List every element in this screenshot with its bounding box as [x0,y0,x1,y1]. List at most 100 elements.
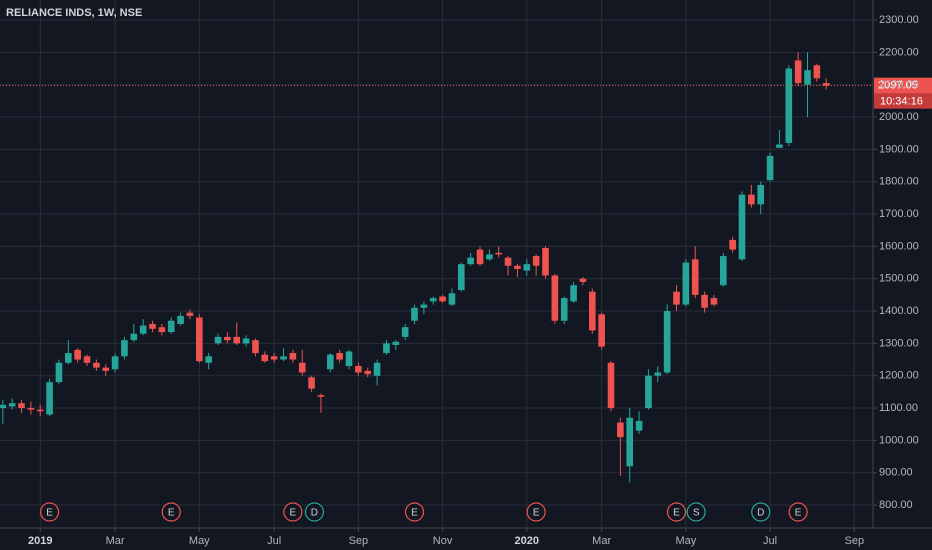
candle-body [476,249,484,265]
y-tick-label: 1600.00 [879,240,919,252]
candle-body [429,298,437,302]
candle-body [242,338,250,344]
candle-body [83,356,91,363]
candle-body [542,247,549,276]
candle-body [420,304,428,308]
candle-body [36,409,44,412]
event-marker [666,502,687,522]
event-label: E [795,508,802,519]
candle-body [298,362,306,373]
candle-body [495,252,503,255]
candle-body [139,325,147,334]
candle-body [663,311,671,373]
x-tick-label: May [189,535,210,547]
candle-body [336,353,343,360]
candle-body [514,265,521,270]
event-label: E [533,508,540,519]
candle-body [794,60,802,84]
y-tick-label: 1500.00 [879,273,919,285]
overlay: 2097.05 10:34:16 E E E D E E E S D E [0,77,932,522]
candle-body [345,351,353,367]
candle-body [570,285,577,302]
x-tick-label: Mar [592,535,611,547]
event-label: D [757,508,764,519]
candle-body [439,296,446,302]
candle-body [626,417,634,467]
candle-body [186,312,194,316]
y-tick-label: 800.00 [879,499,913,511]
event-marker [304,502,324,522]
candle-body [233,336,241,344]
candle-body [102,367,110,371]
candle-body [457,264,465,291]
candle-body [280,356,287,360]
event-marker [751,502,771,522]
event-label: E [290,508,297,519]
candle-body [252,340,259,354]
candle-body [65,353,72,363]
event-label: E [411,508,418,519]
candle-body [813,65,821,79]
candle-body [785,68,793,143]
countdown-label: 10:34:16 [880,96,923,108]
candle-body [158,327,166,333]
candle-body [757,184,765,205]
y-tick-label: 1400.00 [879,305,919,317]
y-tick-label: 2200.00 [879,46,919,58]
event-marker [39,502,60,522]
candle-body [617,422,624,438]
event-label: E [46,508,53,519]
chart-title: RELIANCE INDS, 1W, NSE [6,7,142,19]
event-marker [526,502,546,522]
candle-body [326,354,334,370]
candle-body [738,194,746,260]
candle-body [74,349,81,360]
candle-body [149,323,156,329]
candle-body [654,372,662,376]
last-price-label: 2097.05 [878,80,918,92]
candle-body [46,382,53,415]
countdown-box [874,93,932,109]
candle-body [701,294,708,308]
candle-body [551,275,559,321]
candle-body [645,375,652,409]
event-label: E [168,508,175,519]
candle-body [766,155,774,181]
candle-body [448,293,456,305]
candle-body [111,356,119,370]
candle-body [18,403,25,409]
candle-body [196,317,203,362]
candle-body [607,362,615,409]
candle-body [383,343,390,354]
candle-body [588,291,596,331]
y-tick-label: 1300.00 [879,337,919,349]
y-tick-label: 1200.00 [879,370,919,382]
candle-body [710,298,718,305]
candle-body [804,70,811,85]
candle-body [355,366,362,373]
event-marker [404,502,425,522]
candle-body [93,362,100,368]
candle-body [691,259,699,295]
x-tick-label: 2020 [515,535,539,547]
candles [0,52,830,483]
candle-body [261,354,269,362]
candle-body [121,340,128,357]
candle-body [308,377,315,389]
y-tick-label: 2100.00 [879,79,919,91]
event-label: E [673,508,680,519]
candle-body [177,315,184,324]
y-tick-label: 900.00 [879,467,913,479]
candle-body [270,356,278,360]
candle-body [682,262,690,305]
x-tick-label: Nov [433,535,453,547]
y-tick-label: 1700.00 [879,208,919,220]
candle-body [317,395,325,397]
candle-body [532,256,540,266]
candle-body [486,254,493,260]
y-tick-label: 1800.00 [879,176,919,188]
candle-body [635,420,643,431]
x-tick-label: Sep [349,535,369,547]
candle-body [776,144,783,148]
event-marker [686,502,706,522]
